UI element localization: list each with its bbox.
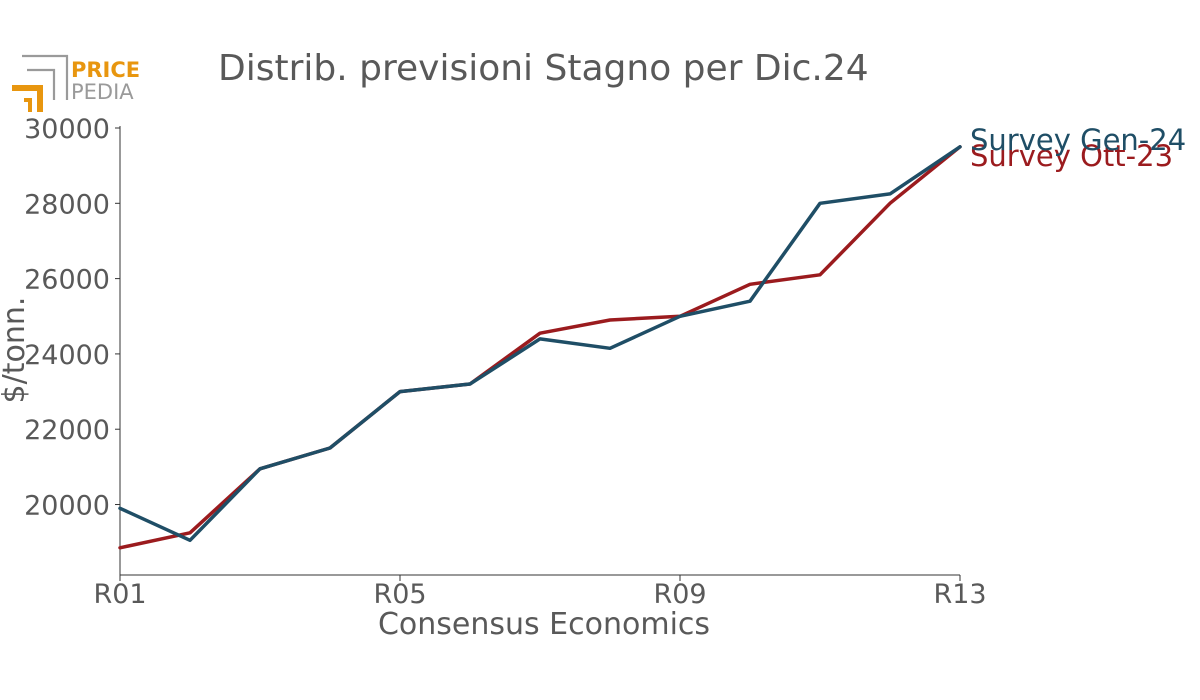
- x-axis-title: Consensus Economics: [378, 607, 710, 642]
- y-tick-label: 20000: [24, 491, 110, 522]
- y-tick-label: 26000: [24, 265, 110, 296]
- series-label-0: Survey Ott-23: [970, 139, 1173, 173]
- x-axis-ticks: R01 R05 R09 R13: [93, 575, 987, 610]
- logo-text-pedia: PEDIA: [71, 80, 134, 104]
- y-tick-label: 24000: [24, 340, 110, 371]
- logo-text-price: PRICE: [71, 58, 140, 82]
- series-lines: [118, 145, 962, 550]
- y-axis-ticks: 20000 22000 24000 26000 28000 30000: [24, 114, 120, 522]
- y-tick-label: 30000: [24, 114, 110, 145]
- series-line-0: [118, 145, 962, 550]
- x-tick-label: R05: [373, 579, 426, 610]
- y-tick-label: 28000: [24, 189, 110, 220]
- x-tick-label: R09: [653, 579, 706, 610]
- logo-mark-icon: [12, 54, 69, 112]
- pricepedia-logo: PRICE PEDIA: [12, 54, 140, 112]
- chart-title: Distrib. previsioni Stagno per Dic.24: [218, 48, 869, 89]
- x-tick-label: R13: [933, 579, 986, 610]
- y-axis-title: $/tonn.: [0, 297, 32, 404]
- y-tick-label: 22000: [24, 415, 110, 446]
- series-label-1: Survey Gen-24: [970, 123, 1186, 157]
- x-tick-label: R01: [93, 579, 146, 610]
- series-line-1: [118, 145, 962, 543]
